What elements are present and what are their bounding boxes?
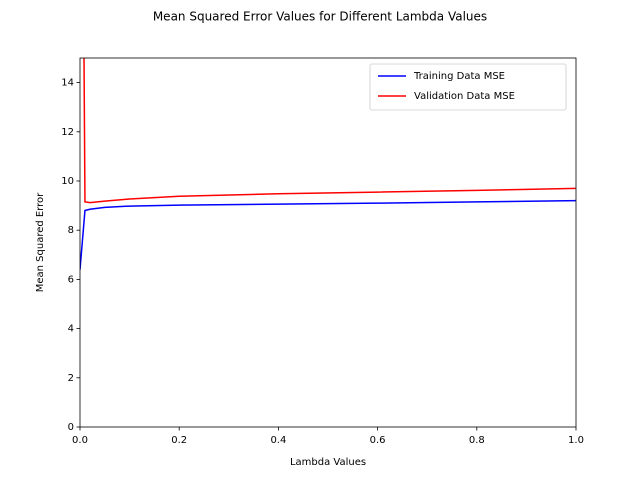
x-tick-label: 0.6 (370, 435, 386, 446)
axes-frame (79, 57, 577, 428)
y-tick-label: 0 (68, 422, 74, 433)
y-tick-label: 2 (68, 373, 74, 384)
data-line (83, 58, 576, 204)
y-tick-label: 4 (68, 324, 74, 335)
x-axis-label: Lambda Values (290, 457, 366, 468)
y-axis-label: Mean Squared Error (35, 192, 46, 292)
x-tick-label: 1.0 (568, 435, 584, 446)
y-tick-label: 8 (68, 225, 74, 236)
x-tick-label: 0.2 (171, 435, 187, 446)
y-tick-label: 10 (61, 176, 74, 187)
y-tick-label: 12 (61, 127, 74, 138)
plot-area (80, 58, 576, 270)
data-line (80, 199, 576, 270)
y-tick-label: 14 (61, 78, 74, 89)
x-tick-label: 0.4 (270, 435, 286, 446)
legend-box (369, 63, 567, 111)
x-tick-label: 0.0 (72, 435, 88, 446)
chart-title: Mean Squared Error Values for Different … (153, 10, 487, 24)
legend-label: Validation Data MSE (414, 91, 515, 102)
x-tick-label: 0.8 (469, 435, 485, 446)
legend-label: Training Data MSE (413, 71, 505, 82)
y-tick-label: 6 (68, 274, 74, 285)
